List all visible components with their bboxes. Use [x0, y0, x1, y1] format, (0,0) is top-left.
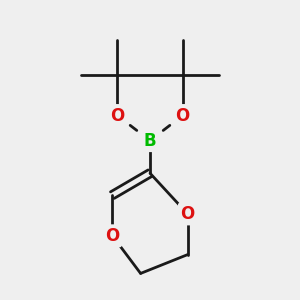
Text: O: O	[110, 106, 124, 124]
Text: B: B	[144, 132, 156, 150]
Text: O: O	[181, 205, 195, 223]
Text: O: O	[176, 106, 190, 124]
Text: O: O	[105, 227, 119, 245]
